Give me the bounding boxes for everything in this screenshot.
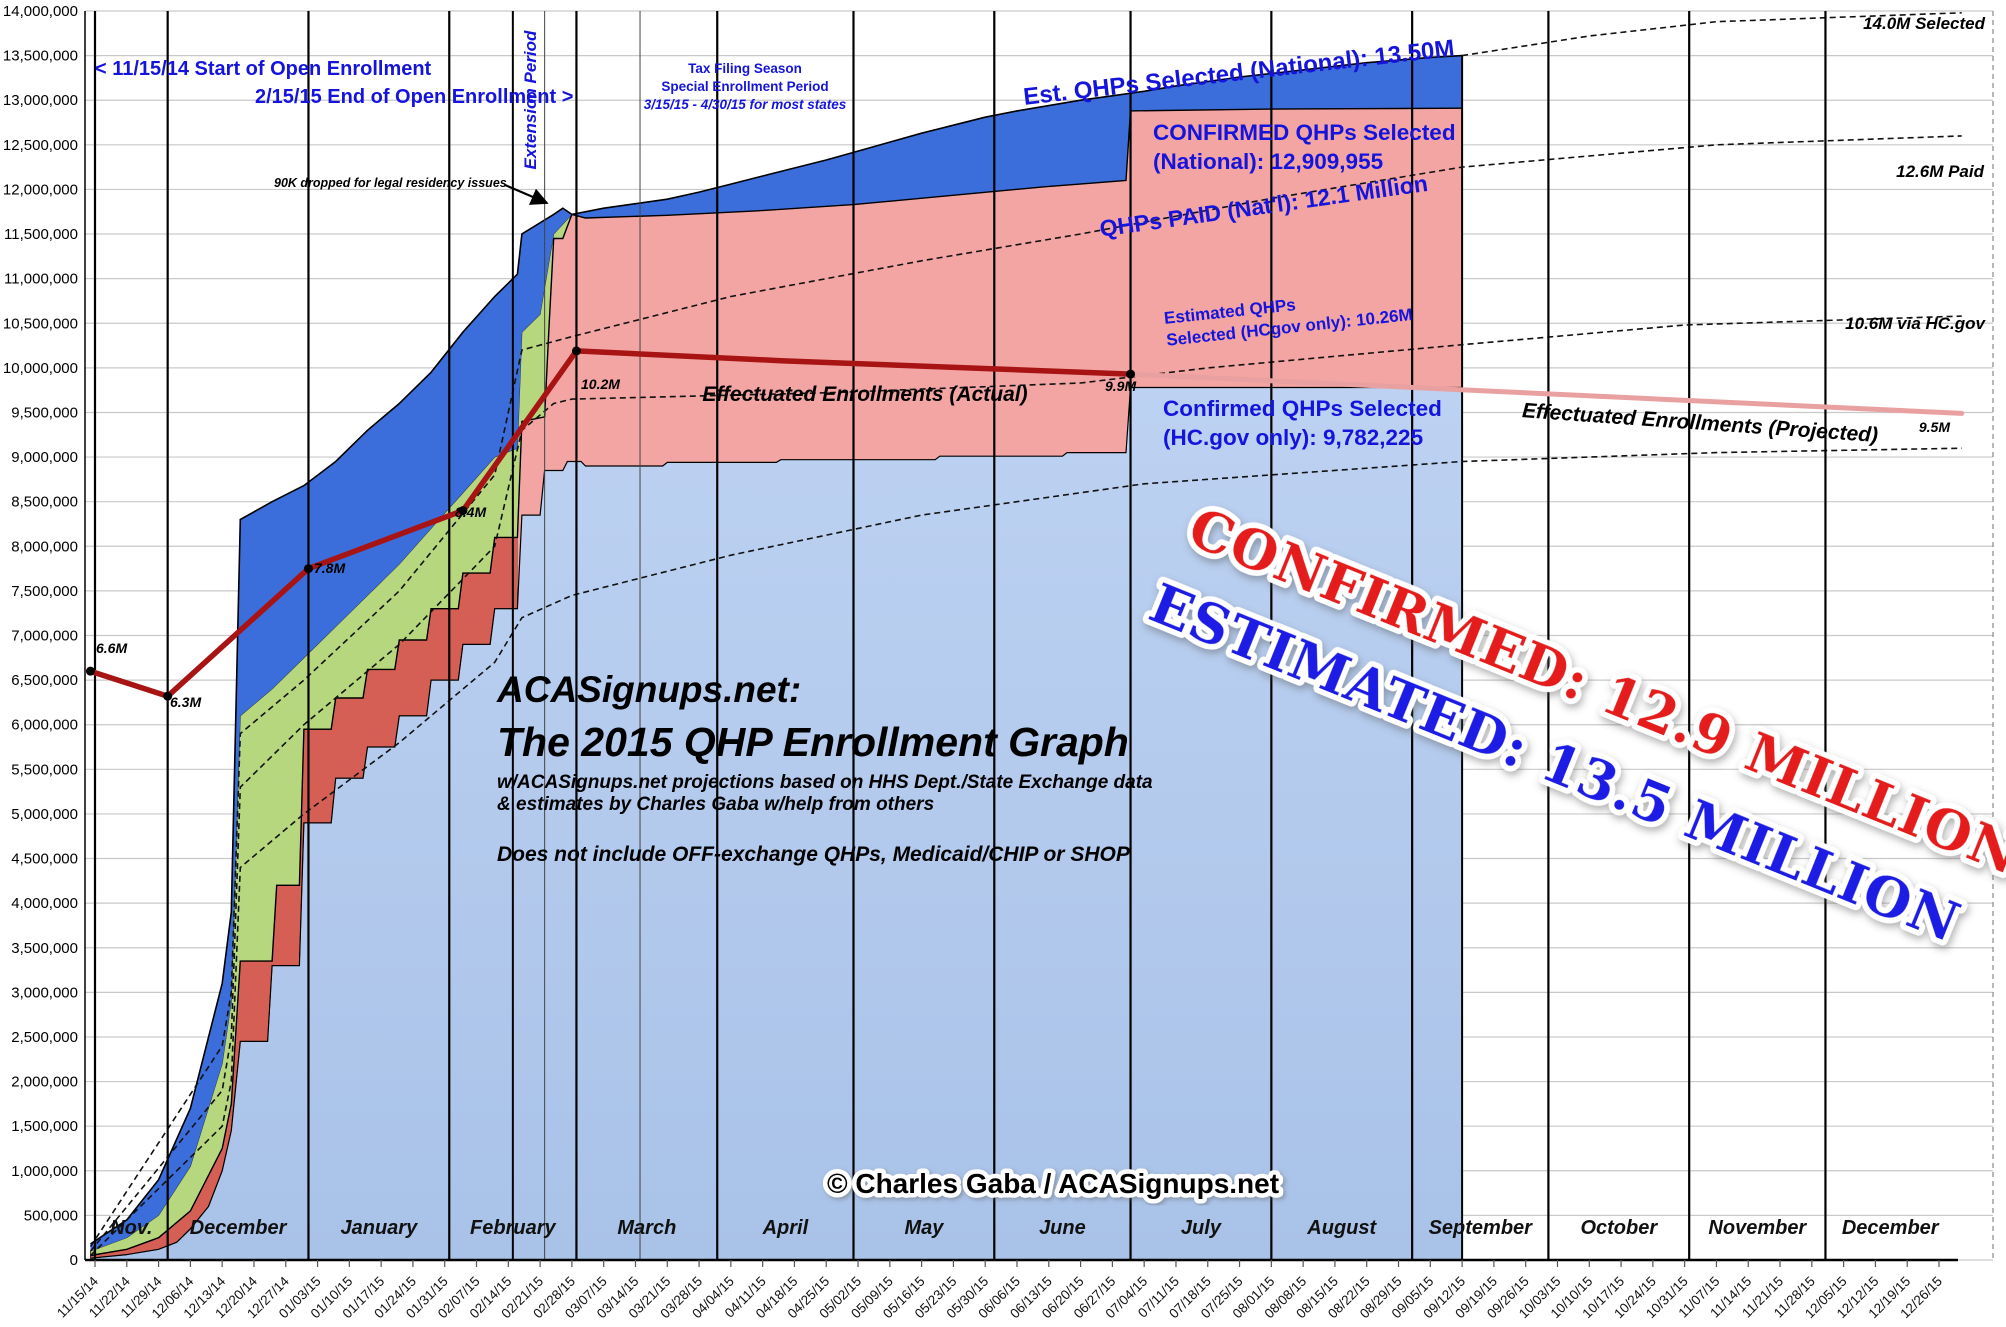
- svg-text:13,000,000: 13,000,000: [3, 92, 78, 109]
- point-label-6-3m: 6.3M: [170, 694, 202, 710]
- svg-text:9,500,000: 9,500,000: [11, 404, 78, 421]
- month-labels: Nov. December January February March April May…: [110, 1217, 1940, 1239]
- svg-text:3,000,000: 3,000,000: [11, 984, 78, 1001]
- dropped-arrow: [504, 183, 549, 205]
- tax-season-line3: 3/15/15 - 4/30/15 for most states: [643, 97, 847, 113]
- confirmed-hcgov-line2: (HC.gov only): 9,782,225: [1163, 425, 1424, 451]
- confirmed-national-line2: (National): 12,909,955: [1153, 149, 1384, 175]
- svg-text:February: February: [470, 1217, 556, 1239]
- axes: [84, 11, 1958, 1262]
- svg-text:August: August: [1306, 1217, 1377, 1239]
- svg-text:11,000,000: 11,000,000: [4, 271, 78, 288]
- svg-text:June: June: [1039, 1217, 1086, 1239]
- svg-text:5,000,000: 5,000,000: [11, 806, 78, 823]
- label-confirmed-qhps-national: CONFIRMED QHPs Selected (National): 12,9…: [1153, 118, 1456, 177]
- label-14m-selected: 14.0M Selected: [1863, 14, 1985, 33]
- point-label-8-4m: 8.4M: [455, 504, 487, 520]
- annotation-extension-period: Extension Period: [520, 30, 540, 170]
- svg-text:Nov.: Nov.: [110, 1217, 152, 1239]
- confirmed-hcgov-line1: Confirmed QHPs Selected: [1163, 396, 1442, 421]
- title-subtitle1: w/ACASignups.net projections based on HH…: [497, 772, 1153, 794]
- svg-text:8,500,000: 8,500,000: [11, 494, 78, 511]
- point-label-7-8m: 7.8M: [314, 560, 346, 576]
- svg-text:July: July: [1181, 1217, 1222, 1239]
- svg-text:7,000,000: 7,000,000: [11, 628, 78, 645]
- label-10-6m-hcgov: 10.6M via HC.gov: [1845, 314, 1985, 333]
- annotation-tax-filing-season: Tax Filing Season Special Enrollment Per…: [644, 60, 847, 115]
- svg-text:September: September: [1429, 1217, 1534, 1239]
- svg-text:2,000,000: 2,000,000: [11, 1074, 78, 1091]
- effectuated-lines: [85, 346, 1965, 701]
- svg-text:December: December: [1842, 1217, 1940, 1239]
- title-disclaimer: Does not include OFF-exchange QHPs, Medi…: [497, 842, 1130, 866]
- svg-text:1,500,000: 1,500,000: [11, 1118, 78, 1135]
- svg-text:April: April: [762, 1217, 809, 1239]
- annotation-start-open-enrollment: < 11/15/14 Start of Open Enrollment: [95, 58, 432, 80]
- chart-title-block: ACASignups.net: The 2015 QHP Enrollment …: [497, 668, 1153, 868]
- svg-text:October: October: [1580, 1217, 1658, 1239]
- svg-text:6,500,000: 6,500,000: [11, 672, 78, 689]
- svg-text:2,500,000: 2,500,000: [11, 1029, 78, 1046]
- svg-text:4,500,000: 4,500,000: [11, 851, 78, 868]
- point-label-6-6m: 6.6M: [96, 640, 128, 656]
- svg-text:January: January: [341, 1217, 419, 1239]
- svg-text:13,500,000: 13,500,000: [3, 48, 78, 65]
- svg-text:10,500,000: 10,500,000: [3, 315, 78, 332]
- svg-text:6,000,000: 6,000,000: [11, 717, 78, 734]
- tax-season-line1: Tax Filing Season: [688, 61, 802, 76]
- title-subtitle2: & estimates by Charles Gaba w/help from …: [497, 794, 935, 816]
- svg-text:8,000,000: 8,000,000: [11, 538, 78, 555]
- annotation-end-open-enrollment: 2/15/15 End of Open Enrollment >: [255, 86, 574, 108]
- dashed-projection-lines: [89, 12, 1962, 1257]
- svg-text:1,000,000: 1,000,000: [11, 1163, 78, 1180]
- svg-text:9,000,000: 9,000,000: [11, 449, 78, 466]
- svg-text:500,000: 500,000: [24, 1207, 78, 1224]
- svg-text:7,500,000: 7,500,000: [11, 583, 78, 600]
- svg-text:4,000,000: 4,000,000: [11, 895, 78, 912]
- title-site: ACASignups.net:: [497, 669, 802, 710]
- tax-season-line2: Special Enrollment Period: [661, 79, 829, 95]
- y-axis-labels: 0 500,000 1,000,000 1,500,000 2,000,000 2,500…: [3, 3, 78, 1269]
- svg-text:May: May: [904, 1217, 944, 1239]
- title-main: The 2015 QHP Enrollment Graph: [497, 718, 1129, 765]
- label-12-6m-paid: 12.6M Paid: [1896, 162, 1984, 181]
- point-label-9-9m: 9.9M: [1105, 378, 1137, 394]
- svg-text:12,500,000: 12,500,000: [3, 137, 78, 154]
- stacked-areas: [90, 54, 1464, 1260]
- svg-text:14,000,000: 14,000,000: [3, 3, 78, 20]
- month-gridlines: [93, 11, 1827, 1260]
- svg-text:December: December: [190, 1217, 288, 1239]
- annotation-90k-dropped: 90K dropped for legal residency issues: [274, 176, 507, 190]
- svg-text:12,000,000: 12,000,000: [3, 181, 78, 198]
- svg-text:November: November: [1708, 1217, 1807, 1239]
- label-9-5m: 9.5M: [1918, 419, 1950, 435]
- label-effectuated-actual: Effectuated Enrollments (Actual): [702, 383, 1028, 406]
- svg-text:3,500,000: 3,500,000: [11, 940, 78, 957]
- label-confirmed-qhps-hcgov: Confirmed QHPs Selected (HC.gov only): 9…: [1163, 394, 1442, 453]
- svg-text:10,000,000: 10,000,000: [3, 360, 78, 377]
- svg-text:March: March: [617, 1217, 676, 1239]
- point-label-10-2m: 10.2M: [581, 376, 620, 392]
- confirmed-national-line1: CONFIRMED QHPs Selected: [1153, 120, 1456, 145]
- svg-text:5,500,000: 5,500,000: [11, 761, 78, 778]
- svg-text:11,500,000: 11,500,000: [4, 226, 78, 243]
- svg-text:0: 0: [70, 1252, 78, 1269]
- x-axis-labels: 11/15/1411/22/1411/29/1412/06/1412/13/14…: [54, 1260, 1945, 1321]
